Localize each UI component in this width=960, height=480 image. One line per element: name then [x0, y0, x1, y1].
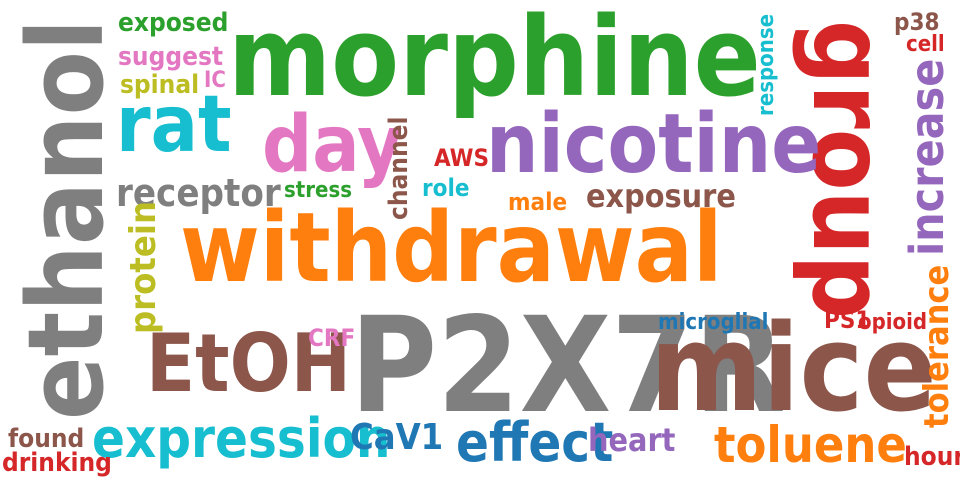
word-ic: IC	[204, 68, 226, 93]
word-effect: effect	[456, 411, 614, 474]
word-increase: increase	[900, 58, 954, 256]
word-withdrawal: withdrawal	[180, 192, 723, 304]
word-ethanol: ethanol	[5, 19, 127, 420]
word-mice: mice	[650, 300, 937, 439]
word-opioid: opioid	[858, 310, 928, 335]
word-male: male	[508, 188, 568, 216]
word-tolerance: tolerance	[917, 264, 957, 428]
word-cell: cell	[906, 32, 945, 57]
word-cav1: CaV1	[350, 417, 444, 458]
word-nicotine: nicotine	[486, 97, 822, 192]
word-channel: channel	[384, 116, 414, 221]
word-microglial: microglial	[658, 310, 769, 335]
word-receptor: receptor	[116, 171, 281, 215]
word-exposed: exposed	[118, 8, 229, 38]
word-rat: rat	[116, 80, 232, 170]
word-hour: hour	[904, 442, 960, 472]
word-role: role	[422, 174, 470, 202]
word-p2x7r: P2X7R	[350, 289, 786, 443]
word-heart: heart	[588, 421, 676, 459]
word-drinking: drinking	[2, 448, 112, 478]
word-crf: CRF	[308, 324, 356, 352]
word-morphine: morphine	[228, 0, 761, 121]
word-exposure: exposure	[586, 177, 736, 215]
word-spinal: spinal	[120, 70, 200, 100]
word-expression: expression	[92, 407, 391, 470]
word-toluene: toluene	[714, 416, 907, 474]
word-p38: p38	[894, 8, 940, 36]
word-response: response	[754, 13, 779, 116]
word-stress: stress	[284, 178, 353, 203]
word-day: day	[262, 100, 403, 190]
word-found: found	[8, 424, 85, 454]
word-ps1: PS1	[824, 306, 871, 334]
word-etoh: EtOH	[146, 317, 351, 410]
word-aws: AWS	[434, 144, 490, 172]
word-suggest: suggest	[118, 42, 224, 72]
word-protein: protein	[123, 200, 164, 334]
